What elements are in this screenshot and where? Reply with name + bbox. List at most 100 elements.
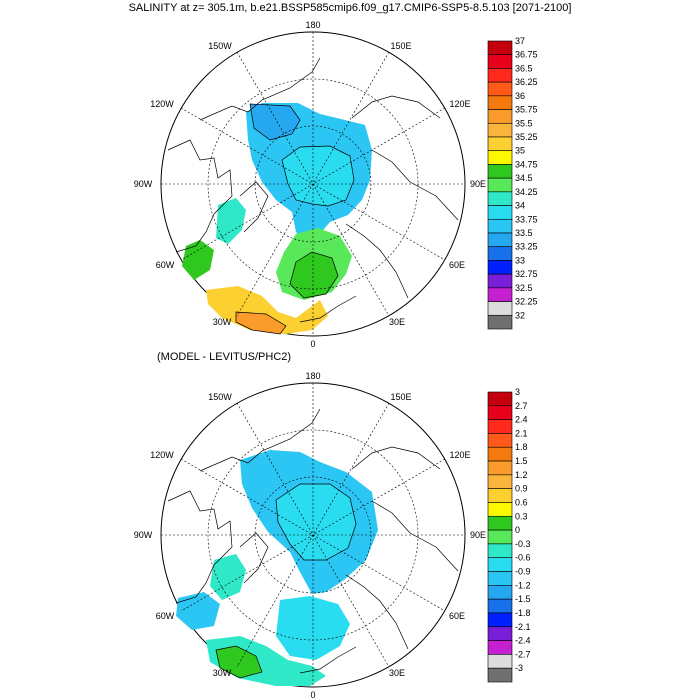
lon-label: 60W [156,611,175,621]
colorbar-tick-label: -2.7 [515,649,531,659]
colorbar-tick-label: -0.6 [515,553,531,563]
colorbar-tick-label: 2.4 [515,415,528,425]
colorbar-swatch [487,109,513,124]
colorbar-swatch [487,40,513,56]
colorbar-swatch [487,612,513,628]
colorbar-swatch [487,68,513,83]
lon-label: 90E [470,179,486,189]
colorbar-tick-label: 33.25 [515,242,538,252]
colorbar-tick-label: 34.25 [515,187,538,197]
colorbar-swatch [487,460,513,476]
difference-map [160,382,466,688]
colorbar-tick-label: 1.8 [515,442,528,452]
colorbar-tick-label: 36.5 [515,63,533,73]
lon-label: 120E [449,450,470,460]
colorbar-tick-label: 32.75 [515,269,538,279]
lon-label: 0 [310,690,315,700]
colorbar-tick-label: 34.5 [515,173,533,183]
nordic-inner-fill [289,251,339,299]
lon-label: 120E [449,99,470,109]
colorbar-swatch [487,287,513,302]
colorbar-tick-label: 36.25 [515,77,538,87]
lon-label: 90E [470,530,486,540]
colorbar-tick-label: 0.9 [515,484,528,494]
colorbar-tick-label: -3 [515,663,523,673]
lon-label: 90W [134,530,153,540]
colorbar-swatch [487,301,513,316]
colorbar-swatch [487,95,513,110]
colorbar-tick-label: -2.4 [515,636,531,646]
colorbar-tick-label: 3 [515,387,520,397]
map1-lon-labels: 180 150W 150E 120W 120E 90W 90E 60W 60E … [134,20,486,349]
colorbar-swatch [487,446,513,462]
colorbar-swatch [487,232,513,248]
lon-label: 30W [213,317,232,327]
colorbar-tick-label: 35.75 [515,105,538,115]
colorbar-swatch [487,654,513,669]
colorbar-tick-label: -1.5 [515,594,531,604]
colorbar-tick-label: 2.7 [515,401,528,411]
lon-label: 180 [305,20,320,30]
colorbar-swatch [487,81,513,97]
difference-subtitle: (MODEL - LEVITUS/PHC2) [157,351,292,363]
colorbar-swatch [487,246,513,261]
colorbar-swatch [487,557,513,572]
lon-label: 30E [389,317,405,327]
colorbar-tick-label: -0.3 [515,539,531,549]
colorbar-tick-label: 36 [515,91,525,101]
colorbar-swatch [487,273,513,289]
north-atlantic-orange-fill [235,311,287,335]
baffin-fill-2 [210,554,246,600]
lon-label: 60E [449,260,465,270]
labrador-fill-2 [176,592,220,630]
colorbar-tick-label: 34.75 [515,159,538,169]
lon-label: 0 [310,339,315,349]
colorbar-tick-label: 32.25 [515,297,538,307]
colorbar-swatch [487,391,513,407]
colorbar-tick-label: 0 [515,525,520,535]
colorbar-tick-label: -1.2 [515,580,531,590]
lon-label: 30W [213,668,232,678]
colorbar-swatch [487,419,513,434]
lon-label: 30E [389,668,405,678]
colorbar-swatch [487,150,513,165]
colorbar-swatch [487,136,513,152]
map2-coastlines [167,408,459,674]
page-title: SALINITY at z= 305.1m, b.e21.BSSP585cmip… [128,2,572,14]
colorbar-tick-label: 0.3 [515,511,528,521]
colorbar-swatch [487,405,513,420]
colorbar-swatch [487,502,513,517]
colorbar-swatch [487,571,513,586]
colorbar-swatch [487,177,513,193]
colorbar-swatch [487,433,513,448]
colorbar-tick-label: -1.8 [515,608,531,618]
colorbar-tick-label: 34 [515,201,525,211]
colorbar-swatch [487,474,513,489]
lon-label: 150W [208,392,232,402]
lon-label: 150W [208,41,232,51]
lon-label: 60W [156,260,175,270]
colorbar-tick-label: 32 [515,310,525,320]
colorbar-tick-label: 35.5 [515,118,533,128]
map1-coastlines [167,57,459,323]
colorbar-tick-label: 35 [515,146,525,156]
colorbar-tick-label: 37 [515,36,525,46]
colorbar-tick-label: 33 [515,255,525,265]
colorbar-tick-label: 0.6 [515,497,528,507]
colorbar-swatch [487,164,513,179]
colorbar-swatch [487,488,513,503]
colorbar-swatch [487,260,513,275]
colorbar-swatch [487,54,513,69]
colorbar-tick-label: 1.2 [515,470,528,480]
lon-label: 90W [134,179,153,189]
colorbar-swatch [487,314,513,330]
canadian-archipelago-fill [249,103,301,141]
colorbar-swatch [487,122,513,138]
map2-lon-labels: 180 150W 150E 120W 120E 90W 90E 60W 60E … [134,371,486,700]
colorbar-swatch [487,529,513,545]
colorbar-tick-label: -0.9 [515,567,531,577]
colorbar-swatch [487,515,513,531]
colorbar-swatch [487,543,513,559]
colorbar-swatch [487,626,513,641]
